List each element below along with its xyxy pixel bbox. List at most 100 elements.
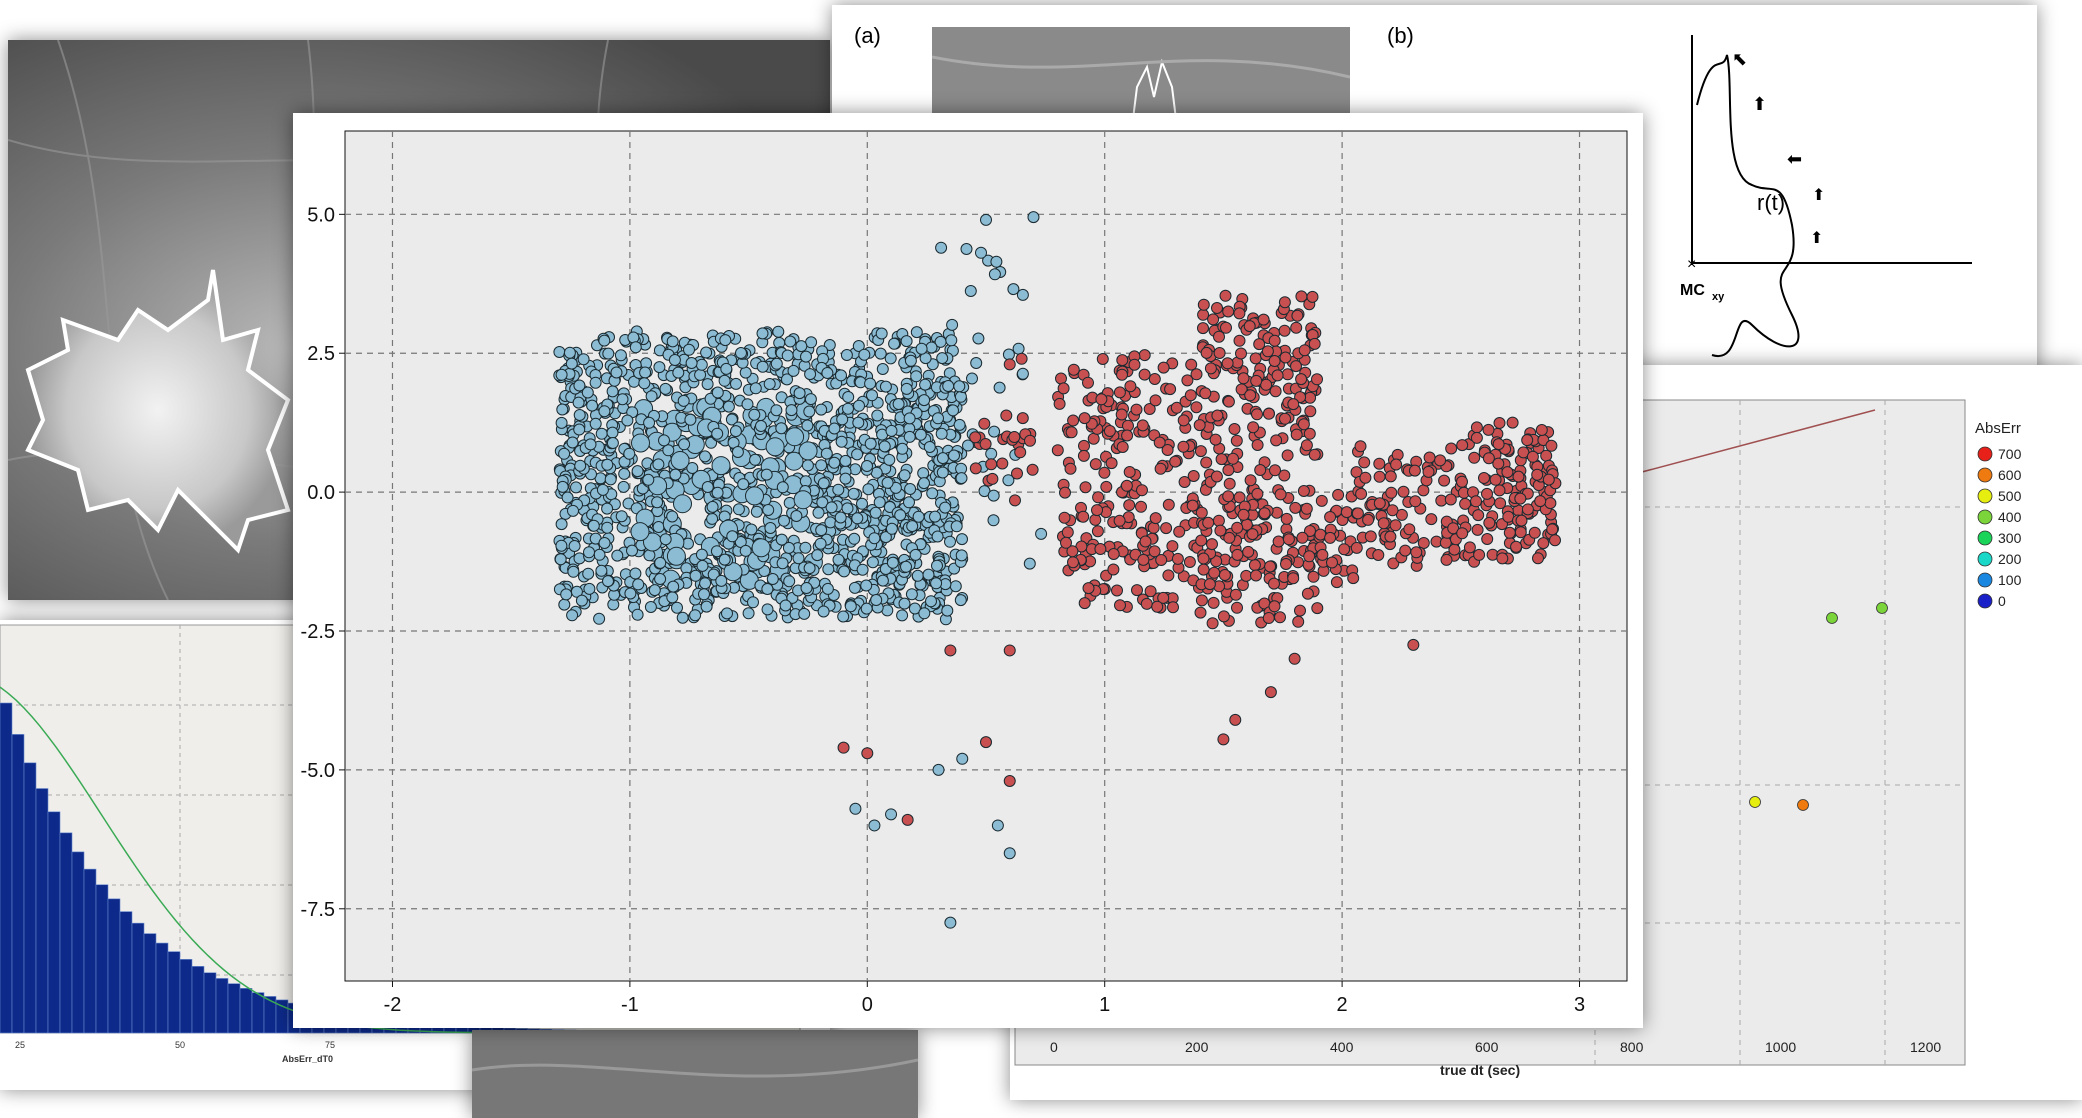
data-point	[900, 335, 913, 348]
data-point-outlier	[1003, 358, 1016, 371]
series-red	[837, 289, 1562, 826]
data-point	[1066, 545, 1079, 558]
data-point	[684, 413, 697, 426]
data-point	[1128, 358, 1141, 371]
data-point	[654, 573, 667, 585]
data-point	[922, 568, 935, 581]
data-point	[1279, 412, 1291, 425]
x-tick-label: -1	[621, 994, 639, 1016]
center-label: MC	[1680, 282, 1705, 299]
y-tick-label: -5.0	[301, 760, 335, 782]
data-point	[1291, 309, 1304, 322]
data-point	[567, 565, 580, 578]
data-point	[861, 460, 873, 472]
data-point-outlier	[1003, 847, 1016, 860]
dt-data-point	[1797, 799, 1809, 811]
data-point-outlier	[944, 916, 957, 929]
data-point	[1311, 602, 1324, 615]
data-point	[617, 480, 630, 493]
data-point	[1212, 514, 1225, 527]
data-point	[1164, 383, 1177, 396]
data-point	[645, 390, 658, 403]
data-point	[581, 386, 594, 399]
data-point	[1219, 289, 1232, 302]
data-point	[583, 546, 595, 559]
data-point	[942, 380, 955, 392]
data-point	[1116, 354, 1129, 367]
data-point	[685, 357, 698, 369]
data-point	[701, 378, 714, 391]
data-point	[1204, 362, 1217, 375]
y-tick-label: 0.0	[307, 482, 335, 504]
data-point	[811, 549, 824, 562]
data-point	[839, 454, 852, 467]
data-point	[996, 457, 1009, 470]
data-point	[756, 360, 769, 373]
data-point	[601, 521, 614, 534]
data-point	[1209, 433, 1222, 446]
data-point	[1153, 436, 1166, 449]
data-point	[1016, 367, 1029, 380]
data-point	[1067, 363, 1080, 376]
data-point	[905, 588, 918, 601]
histogram-xtick: 50	[175, 1040, 185, 1050]
data-point	[1230, 434, 1243, 447]
data-point	[723, 562, 743, 582]
data-point	[566, 609, 579, 622]
dt-legend-title: AbsErr	[1975, 420, 2021, 437]
data-point	[1207, 596, 1220, 609]
data-point	[1016, 288, 1029, 301]
mammogram-texture	[472, 1030, 918, 1118]
data-point	[814, 537, 827, 550]
data-point	[969, 462, 982, 475]
data-point	[762, 504, 775, 516]
data-point	[598, 537, 611, 549]
data-point	[1000, 409, 1013, 422]
dt-legend-swatch	[1977, 488, 1993, 504]
data-point	[1262, 407, 1275, 420]
data-point	[860, 602, 873, 615]
data-point	[1138, 349, 1151, 362]
data-point	[1151, 600, 1164, 613]
data-point	[1279, 351, 1292, 364]
data-point	[666, 335, 679, 348]
data-point	[1301, 587, 1314, 600]
data-point	[672, 366, 685, 379]
data-point	[903, 496, 915, 509]
data-point	[1170, 401, 1183, 414]
data-point	[1007, 283, 1020, 296]
data-point	[606, 437, 619, 449]
data-point	[1438, 474, 1451, 487]
histogram-bar	[191, 966, 205, 1034]
data-point	[1440, 553, 1453, 566]
data-point	[651, 496, 664, 509]
data-point-outlier	[980, 736, 992, 749]
dt-xlabel: true dt (sec)	[1440, 1062, 1520, 1078]
data-point	[595, 427, 608, 440]
data-point	[960, 243, 973, 255]
data-point	[1193, 419, 1206, 432]
data-point	[1456, 475, 1468, 488]
data-point	[732, 503, 745, 516]
data-point	[1532, 552, 1544, 565]
data-point	[610, 366, 623, 379]
data-point	[894, 509, 907, 522]
data-point	[1362, 513, 1375, 526]
histogram-bar	[131, 922, 145, 1034]
data-point	[954, 594, 967, 607]
histogram-bar	[203, 972, 217, 1034]
data-point	[885, 522, 898, 535]
data-point	[1482, 423, 1495, 436]
data-point	[1157, 591, 1170, 604]
data-point	[847, 487, 860, 500]
data-point	[574, 459, 587, 472]
data-point	[817, 477, 830, 490]
data-point	[838, 565, 851, 578]
data-point	[871, 409, 884, 422]
data-point	[750, 505, 763, 518]
data-point	[866, 389, 878, 402]
data-point	[1207, 313, 1220, 326]
data-point	[962, 439, 974, 452]
data-point	[1195, 594, 1208, 607]
data-point	[884, 352, 897, 365]
